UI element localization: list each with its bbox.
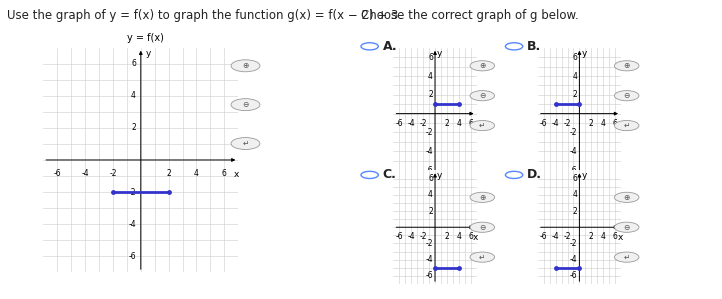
Text: -2: -2 — [570, 128, 578, 137]
Text: -4: -4 — [570, 255, 578, 264]
Text: ⊕: ⊕ — [624, 61, 630, 70]
Text: A.: A. — [383, 40, 397, 53]
Text: ⊕: ⊕ — [479, 61, 485, 70]
Text: -6: -6 — [540, 119, 547, 128]
Text: -6: -6 — [53, 169, 61, 178]
Text: -4: -4 — [552, 119, 560, 128]
Text: ↵: ↵ — [243, 139, 248, 148]
Text: -6: -6 — [129, 251, 136, 260]
Text: 4: 4 — [573, 71, 578, 80]
Text: -6: -6 — [540, 232, 547, 241]
Text: 6: 6 — [131, 60, 136, 68]
Text: Use the graph of y = f(x) to graph the function g(x) = f(x − 2) + 3.: Use the graph of y = f(x) to graph the f… — [7, 9, 402, 22]
Text: -6: -6 — [570, 271, 578, 280]
Text: 2: 2 — [131, 123, 136, 132]
Text: 6: 6 — [573, 174, 578, 183]
Text: 4: 4 — [601, 119, 606, 128]
Text: C.: C. — [383, 168, 396, 181]
Text: 2: 2 — [166, 169, 171, 178]
Text: -6: -6 — [570, 166, 578, 175]
Text: x: x — [617, 233, 622, 242]
Text: -4: -4 — [129, 219, 136, 228]
Text: y: y — [437, 49, 443, 58]
Text: 6: 6 — [428, 53, 433, 62]
Text: ⊖: ⊖ — [624, 91, 630, 100]
Text: -2: -2 — [419, 119, 427, 128]
Text: 6: 6 — [468, 119, 473, 128]
Text: -4: -4 — [82, 169, 89, 178]
Text: -4: -4 — [570, 147, 578, 156]
Text: 6: 6 — [468, 232, 473, 241]
Text: 2: 2 — [445, 119, 449, 128]
Text: ↵: ↵ — [624, 121, 630, 130]
Text: B.: B. — [527, 40, 542, 53]
Text: y: y — [581, 171, 587, 180]
Text: 2: 2 — [445, 232, 449, 241]
Text: -4: -4 — [425, 255, 433, 264]
Text: 2: 2 — [589, 232, 593, 241]
Text: -4: -4 — [552, 232, 560, 241]
Text: -2: -2 — [564, 119, 571, 128]
Text: 4: 4 — [456, 232, 461, 241]
Text: ⊖: ⊖ — [479, 223, 485, 232]
Text: ⊕: ⊕ — [624, 193, 630, 202]
Text: ⊕: ⊕ — [479, 193, 485, 202]
Text: ⊖: ⊖ — [624, 223, 630, 232]
Text: -2: -2 — [425, 128, 433, 137]
Text: ↵: ↵ — [624, 253, 630, 262]
Text: x: x — [617, 120, 622, 129]
Text: Choose the correct graph of g below.: Choose the correct graph of g below. — [361, 9, 579, 22]
Text: 6: 6 — [428, 174, 433, 183]
Text: 6: 6 — [222, 169, 227, 178]
Text: 6: 6 — [573, 53, 578, 62]
Text: 2: 2 — [589, 119, 593, 128]
Text: -2: -2 — [129, 187, 136, 196]
Text: -4: -4 — [407, 232, 415, 241]
Text: y: y — [581, 49, 587, 58]
Text: x: x — [473, 120, 478, 129]
Text: y: y — [146, 49, 151, 58]
Text: 4: 4 — [456, 119, 461, 128]
Text: 2: 2 — [573, 90, 578, 99]
Text: 4: 4 — [428, 190, 433, 199]
Text: -2: -2 — [419, 232, 427, 241]
Text: -6: -6 — [425, 166, 433, 175]
Text: ⊖: ⊖ — [479, 91, 485, 100]
Text: 4: 4 — [601, 232, 606, 241]
Text: 6: 6 — [612, 232, 617, 241]
Text: -2: -2 — [425, 239, 433, 248]
Text: 6: 6 — [612, 119, 617, 128]
Text: -4: -4 — [407, 119, 415, 128]
Text: ↵: ↵ — [479, 121, 485, 130]
Text: x: x — [233, 170, 239, 179]
Text: D.: D. — [527, 168, 542, 181]
Text: 2: 2 — [428, 90, 433, 99]
Text: -2: -2 — [570, 239, 578, 248]
Text: x: x — [473, 233, 478, 242]
Text: 4: 4 — [428, 71, 433, 80]
Text: 2: 2 — [428, 207, 433, 216]
Text: y: y — [437, 171, 443, 180]
Text: 2: 2 — [573, 207, 578, 216]
Text: -2: -2 — [564, 232, 571, 241]
Text: -2: -2 — [109, 169, 117, 178]
Text: -6: -6 — [425, 271, 433, 280]
Text: ⊕: ⊕ — [243, 61, 248, 70]
Text: -6: -6 — [396, 119, 403, 128]
Text: ↵: ↵ — [479, 253, 485, 262]
Text: 4: 4 — [194, 169, 199, 178]
Text: -4: -4 — [425, 147, 433, 156]
Text: ⊖: ⊖ — [243, 100, 248, 109]
Text: -6: -6 — [396, 232, 403, 241]
Text: 4: 4 — [573, 190, 578, 199]
Text: 4: 4 — [131, 91, 136, 100]
Text: y = f(x): y = f(x) — [126, 33, 163, 43]
